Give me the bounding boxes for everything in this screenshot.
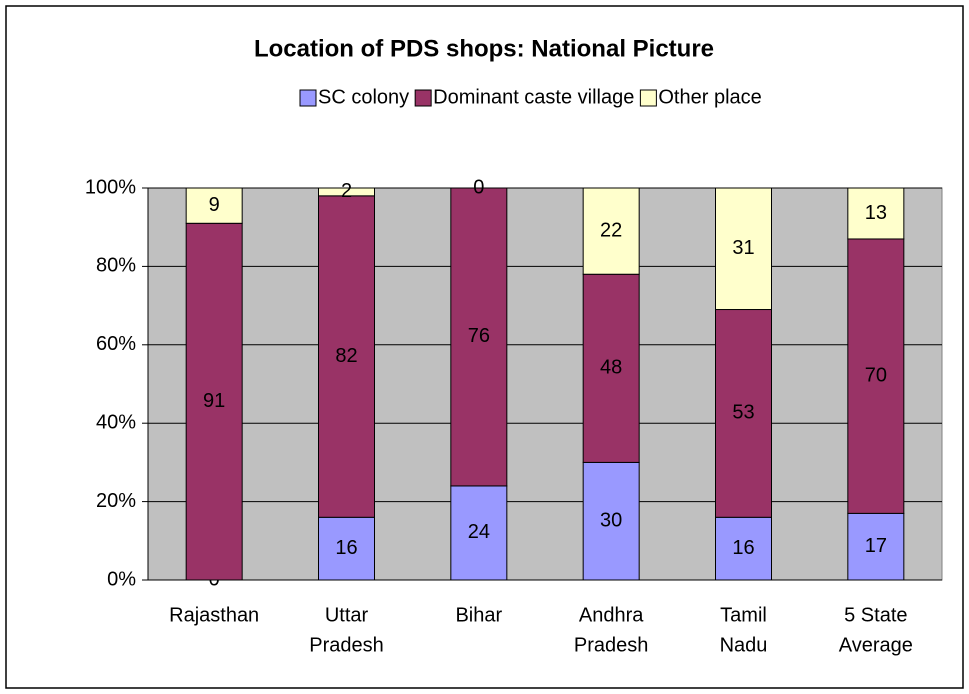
x-tick-label: Pradesh: [309, 634, 384, 656]
data-label: 76: [468, 325, 490, 347]
y-tick-label: 20%: [96, 490, 136, 512]
legend-swatch: [639, 89, 657, 107]
data-label: 22: [600, 219, 622, 241]
data-label: 91: [203, 390, 225, 412]
x-tick-label: Bihar: [455, 604, 502, 626]
bar-segment: [450, 485, 508, 581]
legend-label: SC colony: [318, 86, 409, 108]
bar-segment: [450, 187, 508, 487]
data-label: 16: [732, 537, 754, 559]
bar-segment: [847, 187, 905, 240]
x-tick-label: Nadu: [720, 634, 768, 656]
x-tick-label: Uttar: [325, 604, 369, 626]
x-tick-label: Rajasthan: [169, 604, 259, 626]
bar-segment: [318, 187, 375, 197]
data-label: 82: [335, 345, 357, 367]
data-label: 70: [865, 364, 887, 386]
bar-segment: [847, 512, 905, 581]
bar-segment: [582, 273, 640, 463]
plot-area: [147, 187, 943, 581]
x-tick-label: Pradesh: [574, 634, 649, 656]
data-label: 9: [209, 194, 220, 216]
y-tick-label: 80%: [96, 255, 136, 277]
x-tick-label: Average: [839, 634, 913, 656]
legend-label: Other place: [658, 86, 761, 108]
bar-segment: [318, 195, 375, 518]
legend-swatch: [299, 89, 317, 107]
y-tick-label: 100%: [85, 176, 136, 198]
y-tick-label: 0%: [107, 568, 136, 590]
x-tick-label: Andhra: [579, 604, 644, 626]
bar-segment: [185, 187, 243, 224]
bar-segment: [715, 187, 772, 311]
bar-segment: [185, 222, 243, 581]
bar-segment: [715, 516, 772, 581]
y-tick-label: 60%: [96, 333, 136, 355]
data-label: 13: [865, 202, 887, 224]
data-label: 30: [600, 509, 622, 531]
legend-label: Dominant caste village: [433, 86, 634, 108]
x-tick-label: Tamil: [720, 604, 767, 626]
data-label: 31: [732, 237, 754, 259]
bar-segment: [582, 461, 640, 581]
data-label: 48: [600, 357, 622, 379]
bar-segment: [847, 238, 905, 514]
bar-segment: [715, 309, 772, 518]
data-label: 24: [468, 521, 490, 543]
bar-segment: [582, 187, 640, 275]
data-label: 2: [341, 180, 352, 202]
data-label: 16: [335, 537, 357, 559]
legend-swatch: [414, 89, 432, 107]
bar-segment: [318, 516, 375, 581]
data-label: 0: [473, 176, 484, 198]
data-label: 53: [732, 402, 754, 424]
x-tick-label: 5 State: [844, 604, 907, 626]
data-label: 17: [865, 535, 887, 557]
chart-title: Location of PDS shops: National Picture: [254, 35, 714, 62]
y-tick-label: 40%: [96, 411, 136, 433]
